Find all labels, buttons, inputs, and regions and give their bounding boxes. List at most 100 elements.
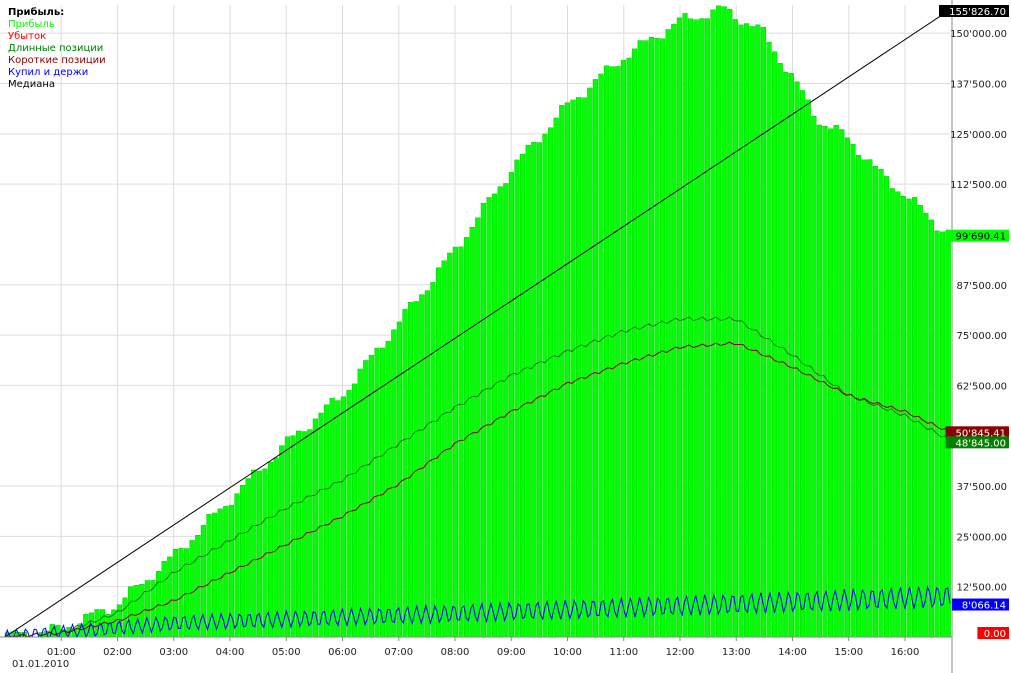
profit-bar: [402, 308, 408, 638]
axis-ticks: 01:00 02:00 03:00 04:00 05:00 06:00 07:00 08:00…: [47, 29, 1007, 658]
profit-bar: [850, 143, 856, 638]
profit-bar: [654, 38, 660, 638]
profit-bar: [525, 144, 531, 638]
profit-bar: [923, 212, 929, 638]
profit-bar: [447, 252, 453, 638]
profit-bar: [324, 404, 330, 638]
profit-bar: [704, 18, 711, 638]
profit-bar: [805, 99, 811, 638]
profit-bar: [727, 9, 733, 638]
legend-title: Прибыль:: [8, 6, 64, 18]
profit-bar: [699, 18, 705, 638]
profit-bar: [856, 155, 862, 638]
profit-bar: [559, 105, 565, 638]
series-line: [4, 316, 951, 638]
profit-bar: [637, 40, 643, 638]
profit-bar: [844, 137, 851, 638]
profit-bar: [632, 48, 638, 638]
profit-bar: [839, 129, 845, 638]
profit-bar: [536, 142, 543, 638]
profit-bar: [760, 26, 767, 638]
value-label-box: [945, 436, 1009, 449]
profit-bar: [626, 57, 632, 638]
profit-bar: [738, 24, 744, 638]
profit-bar: [710, 9, 716, 638]
profit-bar: [514, 159, 520, 638]
profit-bar: [497, 186, 503, 638]
profit-bar: [251, 469, 257, 638]
profit-bar: [363, 360, 369, 638]
y-tick-label: 150'000.00: [950, 29, 1007, 40]
x-tick-label: 16:00: [891, 647, 920, 658]
profit-bar: [732, 19, 739, 638]
profit-bar: [268, 461, 274, 638]
profit-bar: [396, 321, 403, 638]
profit-bar: [682, 13, 688, 638]
profit-bar: [609, 66, 615, 638]
legend-entry: Короткие позиции: [8, 55, 106, 66]
x-tick-label: 03:00: [159, 647, 188, 658]
x-tick-label: 05:00: [272, 647, 301, 658]
value-label-box: [939, 5, 1009, 17]
value-label: 99'690.41: [956, 232, 1006, 243]
series-line: [4, 341, 951, 638]
profit-bar: [391, 329, 397, 638]
profit-bar: [542, 133, 548, 638]
buy-hold-line: [4, 585, 951, 639]
profit-bar: [531, 142, 537, 638]
y-tick-label: 37'500.00: [957, 482, 1007, 493]
value-label-box: [945, 426, 1009, 439]
profit-bar: [346, 390, 352, 638]
profit-bar: [940, 231, 946, 638]
profit-bar: [195, 535, 201, 638]
profit-bar: [620, 59, 627, 638]
profit-bar: [419, 294, 425, 638]
profit-bar: [475, 217, 481, 638]
y-tick-label: 12'500.00: [957, 583, 1007, 594]
x-tick-label: 08:00: [441, 647, 470, 658]
profit-bar: [200, 525, 207, 638]
profit-bar: [307, 429, 313, 638]
profit-bar: [436, 267, 442, 638]
profit-bar: [144, 580, 151, 638]
x-tick-label: 15:00: [834, 647, 863, 658]
y-tick-label: 62'500.00: [957, 381, 1007, 392]
profit-bar: [368, 354, 375, 638]
y-tick-label: 25'000.00: [957, 532, 1007, 543]
series-lines: [4, 9, 951, 639]
profit-bar: [553, 117, 559, 638]
y-tick-label: 137'500.00: [950, 79, 1007, 90]
y-tick-label: 112'500.00: [950, 180, 1007, 191]
value-label: 48'845.00: [956, 438, 1006, 449]
profit-bar: [441, 260, 447, 638]
x-tick-label: 11:00: [609, 647, 638, 658]
profit-bar: [548, 127, 554, 638]
profit-bar: [604, 65, 610, 638]
value-label-box: [945, 229, 1009, 242]
value-label: 50'845.41: [956, 428, 1006, 439]
x-tick-label: 10:00: [553, 647, 582, 658]
profit-bar: [155, 570, 162, 638]
profit-bar: [480, 202, 487, 638]
profit-bar: [598, 73, 604, 638]
profit-bar: [755, 24, 761, 638]
x-tick-label: 09:00: [497, 647, 526, 658]
value-label: 8'066.14: [962, 601, 1006, 612]
profit-bar: [833, 125, 839, 638]
profit-bar: [503, 183, 509, 638]
profit-bar: [492, 193, 498, 638]
profit-bar: [889, 188, 895, 638]
x-tick-label: 07:00: [384, 647, 413, 658]
profit-bar: [693, 19, 699, 638]
profit-bar: [223, 506, 229, 638]
profit-bar: [239, 484, 246, 638]
profit-bar: [273, 457, 279, 638]
profit-bar: [312, 418, 319, 638]
profit-bar: [581, 97, 587, 638]
legend-entry: Прибыль: [8, 19, 55, 30]
profit-bar: [671, 24, 677, 638]
profit-bar: [318, 412, 324, 638]
